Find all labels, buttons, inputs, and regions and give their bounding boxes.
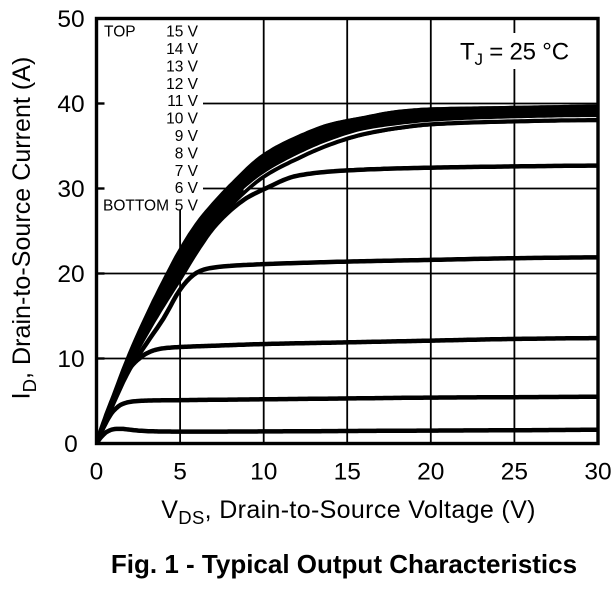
svg-text:40: 40	[57, 91, 84, 118]
svg-text:50: 50	[57, 6, 84, 33]
svg-text:8 V: 8 V	[175, 145, 199, 162]
svg-text:30: 30	[584, 459, 611, 486]
svg-text:TOP: TOP	[104, 23, 136, 40]
svg-text:10 V: 10 V	[166, 111, 199, 128]
svg-text:25: 25	[501, 459, 528, 486]
svg-text:15: 15	[334, 459, 361, 486]
svg-text:0: 0	[90, 459, 104, 486]
svg-text:6 V: 6 V	[175, 180, 199, 197]
svg-text:10: 10	[57, 346, 84, 373]
svg-text:5 V: 5 V	[175, 198, 199, 215]
svg-text:7 V: 7 V	[175, 163, 199, 180]
svg-text:12 V: 12 V	[166, 76, 199, 93]
svg-text:11 V: 11 V	[167, 93, 198, 110]
svg-text:10: 10	[250, 459, 277, 486]
svg-text:TJ = 25 °C: TJ = 25 °C	[460, 39, 569, 70]
svg-text:VDS, Drain-to-Source Voltage (: VDS, Drain-to-Source Voltage (V)	[161, 496, 536, 528]
svg-text:0: 0	[64, 431, 78, 458]
svg-text:30: 30	[57, 176, 84, 203]
svg-text:20: 20	[417, 459, 444, 486]
svg-text:ID, Drain-to-Source Current (A: ID, Drain-to-Source Current (A)	[8, 57, 40, 400]
svg-text:9 V: 9 V	[175, 128, 199, 145]
svg-text:20: 20	[57, 261, 84, 288]
svg-text:5: 5	[173, 459, 187, 486]
svg-text:14 V: 14 V	[166, 41, 199, 58]
svg-text:Fig. 1 - Typical Output Charac: Fig. 1 - Typical Output Characteristics	[111, 549, 577, 579]
svg-text:BOTTOM: BOTTOM	[103, 197, 169, 214]
svg-text:15 V: 15 V	[166, 24, 199, 41]
svg-text:13 V: 13 V	[166, 58, 199, 75]
